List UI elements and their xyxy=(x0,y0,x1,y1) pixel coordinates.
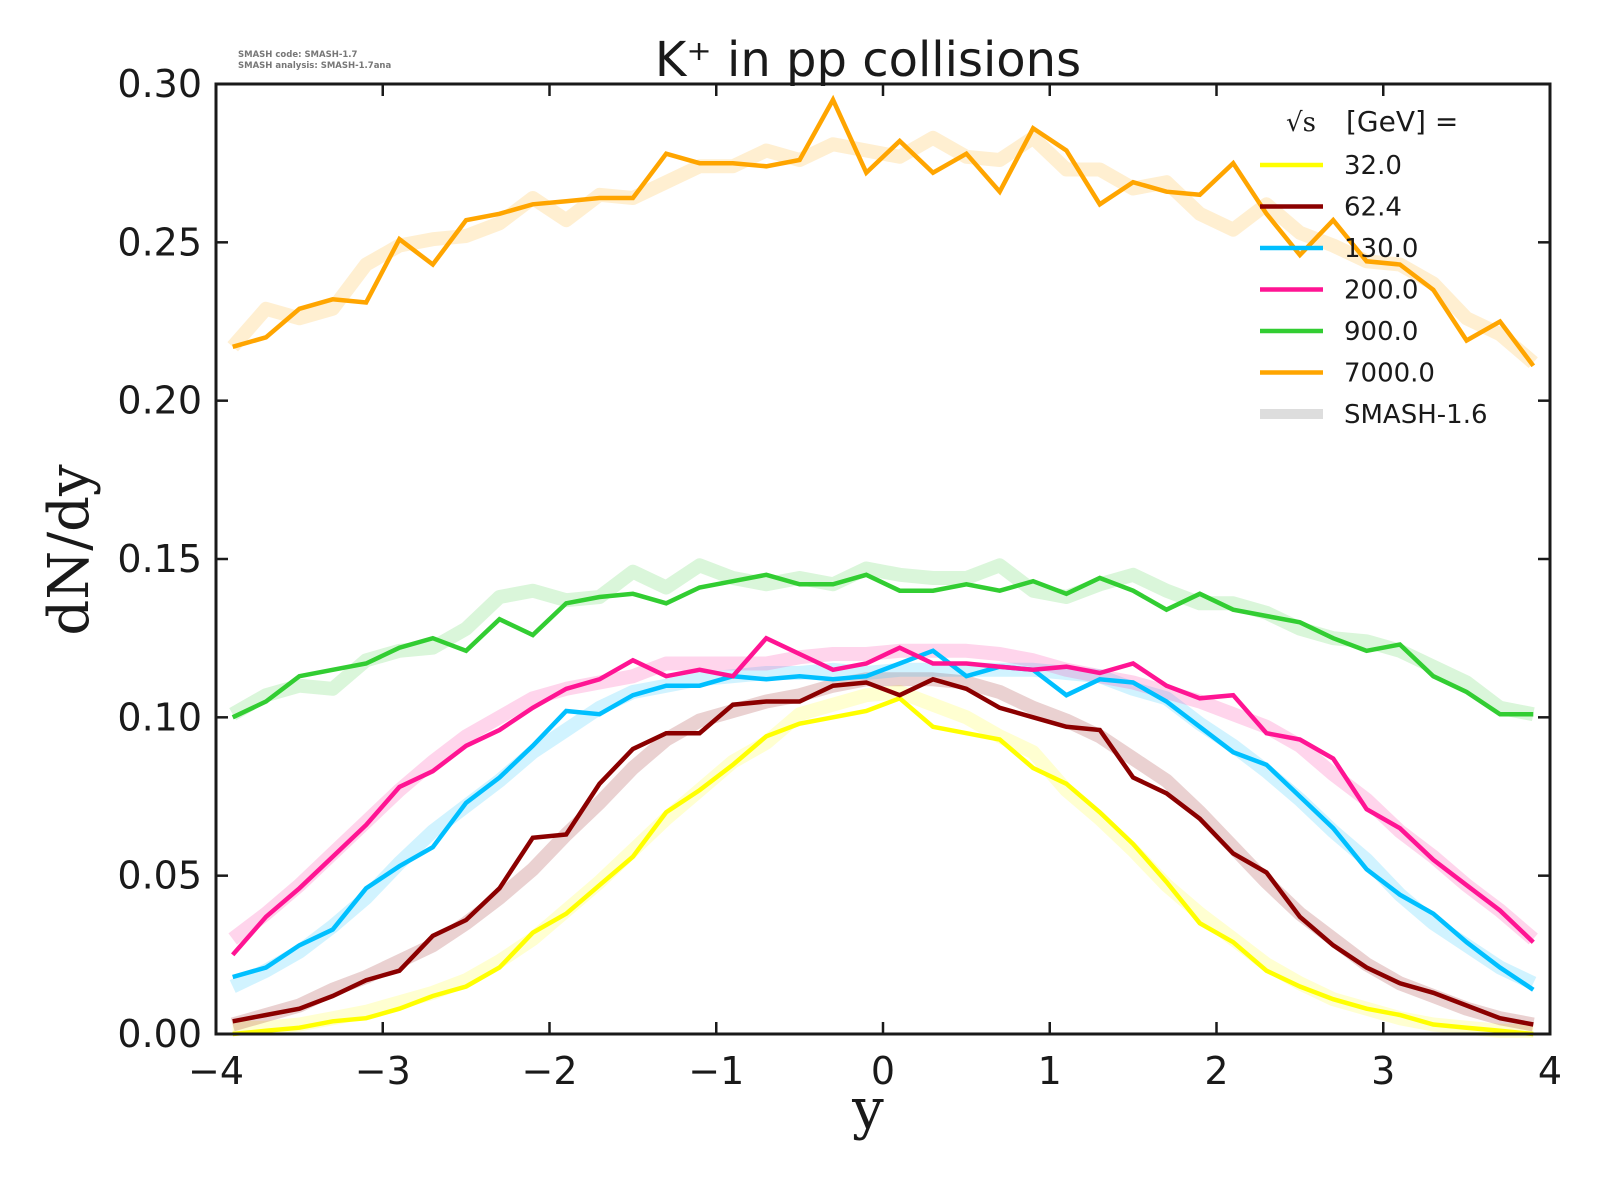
legend-label: 200.0 xyxy=(1344,276,1418,306)
series-line-200-0 xyxy=(231,635,1535,957)
series-group xyxy=(231,94,1536,1037)
legend-label: 900.0 xyxy=(1344,317,1418,347)
reference-line-200-0 xyxy=(228,643,1538,945)
legend-label: SMASH-1.6 xyxy=(1344,400,1488,430)
annotation-line-2: SMASH analysis: SMASH-1.7ana xyxy=(238,61,391,71)
legend-label: 7000.0 xyxy=(1344,359,1435,389)
y-tick-label: 0.20 xyxy=(117,379,202,423)
axis-ticks xyxy=(214,82,1552,1036)
y-tick-labels: 0.00 0.05 0.10 0.15 0.20 0.25 0.30 xyxy=(117,62,202,1056)
reference-line-900-0 xyxy=(229,558,1535,722)
x-tick-label: 2 xyxy=(1204,1049,1228,1093)
x-tick-labels: −4 −3 −2 −1 0 1 2 3 4 xyxy=(188,1049,1562,1093)
x-tick-label: 0 xyxy=(871,1049,895,1093)
legend: √s [GeV] = 32.0 62.4 130.0 200.0 900.0 7000.0… xyxy=(1260,105,1488,430)
y-tick-label: 0.25 xyxy=(117,220,202,264)
x-tick-label: −4 xyxy=(188,1049,244,1093)
y-tick-label: 0.10 xyxy=(117,695,202,739)
x-tick-label: −2 xyxy=(521,1049,577,1093)
x-tick-label: 3 xyxy=(1371,1049,1395,1093)
plot-frame xyxy=(214,82,1552,1036)
legend-label: 62.4 xyxy=(1344,193,1402,223)
y-tick-label: 0.30 xyxy=(117,62,202,106)
reference-line-7000-0 xyxy=(227,130,1538,369)
x-axis-label: y xyxy=(851,1077,884,1142)
series-line-7000-0 xyxy=(232,94,1536,368)
reference-line-62-4 xyxy=(230,672,1535,1032)
series-line-32-0 xyxy=(232,695,1534,1037)
series-line-62-4 xyxy=(232,676,1534,1027)
reference-line-32-0 xyxy=(232,685,1534,1038)
x-tick-label: 4 xyxy=(1538,1049,1562,1093)
series-line-900-0 xyxy=(231,572,1534,720)
chart-title: K⁺ in pp collisions xyxy=(655,32,1081,88)
legend-label: 32.0 xyxy=(1344,151,1402,181)
y-tick-label: 0.05 xyxy=(117,854,202,898)
y-tick-label: 0.15 xyxy=(117,537,202,581)
x-tick-label: −3 xyxy=(355,1049,411,1093)
x-tick-label: −1 xyxy=(688,1049,744,1093)
y-axis-label: dN/dy xyxy=(37,464,102,636)
legend-title-sqrt: √s xyxy=(1286,108,1316,138)
smash-version-annotation: SMASH code: SMASH-1.7 SMASH analysis: SM… xyxy=(238,50,391,71)
y-tick-label: 0.00 xyxy=(117,1012,202,1056)
series-line-130-0 xyxy=(232,648,1535,992)
legend-label: 130.0 xyxy=(1344,234,1418,264)
annotation-line-1: SMASH code: SMASH-1.7 xyxy=(238,50,358,60)
legend-title: [GeV] = xyxy=(1346,105,1458,138)
x-tick-label: 1 xyxy=(1038,1049,1062,1093)
